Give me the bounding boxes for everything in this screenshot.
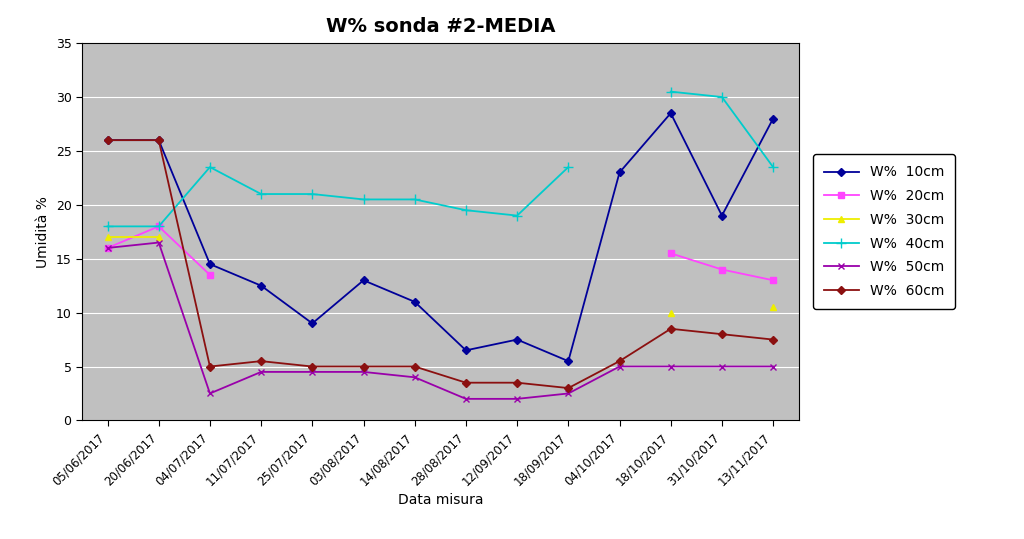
- Line: W%  60cm: W% 60cm: [104, 137, 776, 391]
- W%  50cm: [357, 369, 370, 375]
- W%  10cm: [716, 212, 728, 219]
- W%  10cm: [153, 137, 165, 143]
- W%  50cm: [665, 363, 677, 370]
- W%  40cm: [511, 212, 523, 219]
- W%  10cm: [767, 115, 779, 122]
- W%  60cm: [562, 385, 574, 391]
- Title: W% sonda #2-MEDIA: W% sonda #2-MEDIA: [326, 17, 555, 36]
- W%  20cm: [153, 223, 165, 230]
- W%  20cm: [204, 272, 216, 278]
- W%  40cm: [409, 196, 421, 203]
- W%  50cm: [511, 396, 523, 402]
- W%  50cm: [613, 363, 626, 370]
- W%  60cm: [357, 363, 370, 370]
- W%  60cm: [613, 358, 626, 364]
- W%  40cm: [204, 164, 216, 170]
- W%  30cm: [153, 234, 165, 240]
- Line: W%  20cm: W% 20cm: [104, 223, 213, 278]
- W%  50cm: [562, 390, 574, 397]
- W%  40cm: [306, 191, 318, 197]
- W%  10cm: [204, 261, 216, 267]
- Legend: W%  10cm, W%  20cm, W%  30cm, W%  40cm, W%  50cm, W%  60cm: W% 10cm, W% 20cm, W% 30cm, W% 40cm, W% 5…: [813, 154, 955, 309]
- W%  50cm: [767, 363, 779, 370]
- W%  60cm: [460, 379, 472, 386]
- W%  50cm: [460, 396, 472, 402]
- W%  10cm: [665, 110, 677, 116]
- W%  40cm: [357, 196, 370, 203]
- W%  50cm: [101, 245, 114, 251]
- W%  20cm: [101, 245, 114, 251]
- Line: W%  40cm: W% 40cm: [102, 162, 573, 231]
- X-axis label: Data misura: Data misura: [397, 494, 483, 508]
- W%  30cm: [101, 234, 114, 240]
- W%  40cm: [153, 223, 165, 230]
- W%  60cm: [511, 379, 523, 386]
- W%  60cm: [665, 326, 677, 332]
- W%  40cm: [460, 207, 472, 213]
- W%  60cm: [409, 363, 421, 370]
- Line: W%  10cm: W% 10cm: [104, 110, 776, 364]
- W%  10cm: [562, 358, 574, 364]
- Line: W%  30cm: W% 30cm: [104, 234, 162, 240]
- Y-axis label: Umidità %: Umidità %: [36, 196, 50, 268]
- Line: W%  50cm: W% 50cm: [104, 239, 776, 402]
- W%  10cm: [460, 347, 472, 354]
- W%  50cm: [306, 369, 318, 375]
- W%  50cm: [409, 374, 421, 381]
- W%  40cm: [255, 191, 267, 197]
- W%  10cm: [511, 336, 523, 343]
- W%  60cm: [255, 358, 267, 364]
- W%  10cm: [409, 299, 421, 305]
- W%  40cm: [101, 223, 114, 230]
- W%  10cm: [255, 282, 267, 289]
- W%  60cm: [101, 137, 114, 143]
- W%  40cm: [562, 164, 574, 170]
- W%  60cm: [306, 363, 318, 370]
- W%  60cm: [204, 363, 216, 370]
- W%  60cm: [716, 331, 728, 337]
- W%  10cm: [306, 320, 318, 327]
- W%  10cm: [613, 169, 626, 176]
- W%  50cm: [255, 369, 267, 375]
- W%  50cm: [153, 239, 165, 246]
- W%  60cm: [767, 336, 779, 343]
- W%  10cm: [357, 277, 370, 284]
- W%  50cm: [204, 390, 216, 397]
- W%  50cm: [716, 363, 728, 370]
- W%  60cm: [153, 137, 165, 143]
- W%  10cm: [101, 137, 114, 143]
